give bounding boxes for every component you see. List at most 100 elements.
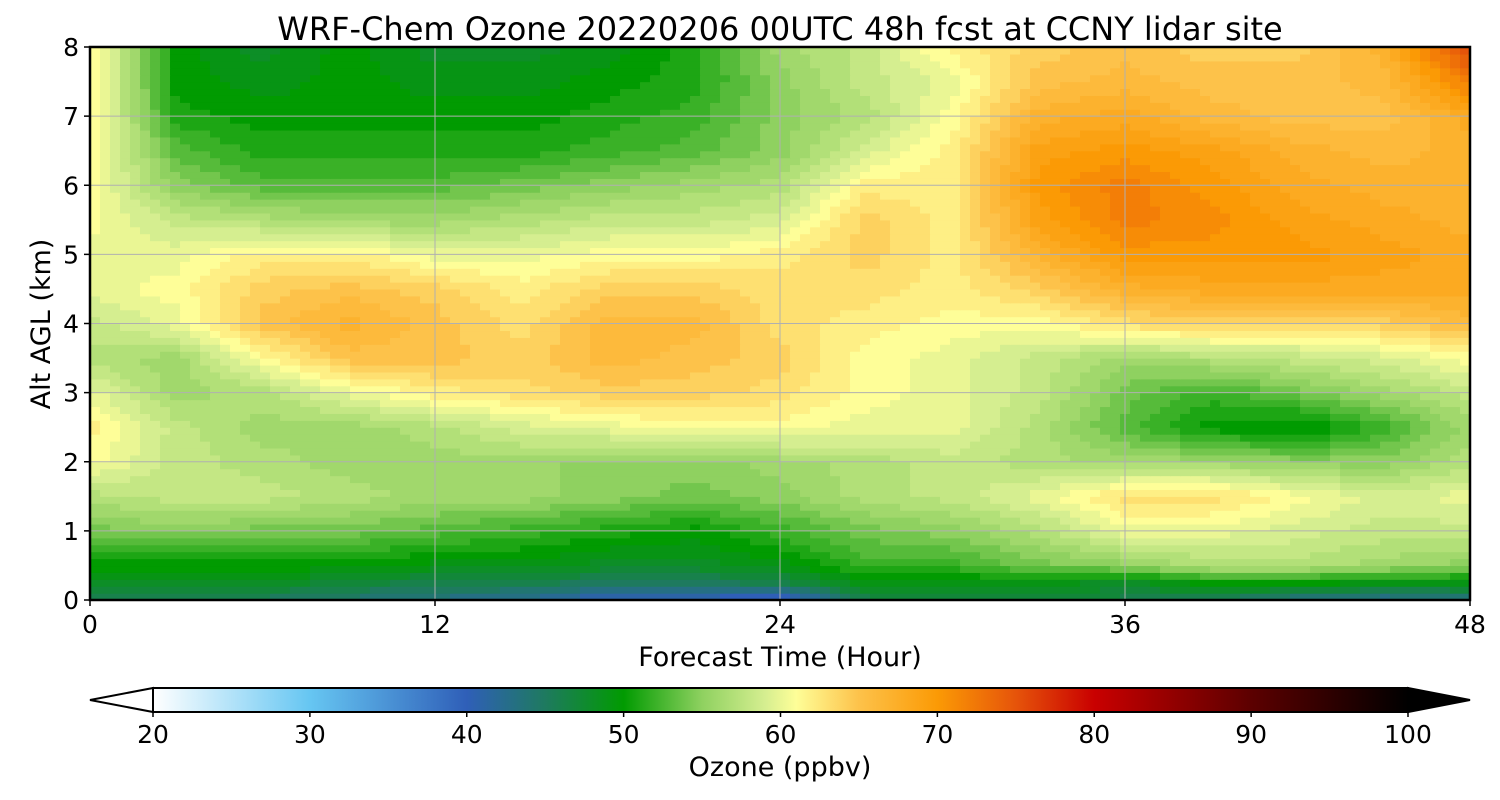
heatmap-cell bbox=[740, 468, 751, 477]
heatmap-cell bbox=[550, 434, 561, 442]
heatmap-cell bbox=[1440, 586, 1451, 594]
heatmap-cell bbox=[450, 399, 461, 408]
heatmap-cell bbox=[1080, 441, 1091, 449]
heatmap-cell bbox=[990, 558, 1001, 567]
heatmap-cell bbox=[770, 551, 781, 560]
heatmap-cell bbox=[100, 454, 111, 463]
heatmap-cell bbox=[1040, 475, 1051, 484]
heatmap-cell bbox=[1150, 593, 1161, 600]
heatmap-cell bbox=[1280, 351, 1291, 359]
heatmap-cell bbox=[980, 434, 991, 442]
heatmap-cell bbox=[1380, 406, 1391, 414]
heatmap-cell bbox=[990, 503, 1001, 511]
heatmap-cell bbox=[1380, 586, 1391, 594]
heatmap-cell bbox=[500, 523, 511, 532]
heatmap-cell bbox=[1390, 489, 1401, 497]
heatmap-cell bbox=[1310, 558, 1321, 567]
heatmap-cell bbox=[570, 586, 581, 594]
heatmap-cell bbox=[1310, 593, 1321, 600]
heatmap-cell bbox=[1450, 351, 1461, 359]
heatmap-cell bbox=[1280, 572, 1291, 580]
heatmap-cell bbox=[330, 406, 341, 414]
heatmap-cell bbox=[400, 420, 411, 428]
heatmap-cell bbox=[960, 461, 971, 470]
heatmap-cell bbox=[1150, 579, 1161, 587]
heatmap-cell bbox=[660, 406, 671, 414]
heatmap-cell bbox=[610, 517, 621, 525]
heatmap-cell bbox=[820, 468, 831, 477]
heatmap-cell bbox=[950, 364, 961, 373]
heatmap-cell bbox=[1090, 441, 1101, 449]
heatmap-cell bbox=[510, 441, 521, 449]
heatmap-cell bbox=[1010, 441, 1021, 449]
heatmap-cell bbox=[1040, 496, 1051, 504]
heatmap-cell bbox=[1130, 551, 1141, 560]
heatmap-cell bbox=[210, 351, 221, 359]
heatmap-cell bbox=[650, 371, 661, 380]
heatmap-cell bbox=[750, 523, 761, 532]
heatmap-cell bbox=[1170, 510, 1181, 518]
heatmap-cell bbox=[1410, 461, 1421, 470]
heatmap-cell bbox=[750, 420, 761, 428]
heatmap-cell bbox=[120, 475, 131, 484]
heatmap-cell bbox=[630, 468, 641, 477]
heatmap-cell bbox=[380, 530, 391, 539]
heatmap-cell bbox=[850, 523, 861, 532]
heatmap-cell bbox=[90, 420, 101, 428]
heatmap-cell bbox=[220, 475, 231, 484]
heatmap-cell bbox=[1270, 530, 1281, 539]
heatmap-cell bbox=[1460, 441, 1470, 449]
heatmap-cell bbox=[830, 364, 841, 373]
heatmap-cell bbox=[620, 510, 631, 518]
heatmap-cell bbox=[630, 385, 641, 394]
heatmap-cell bbox=[220, 523, 231, 532]
heatmap-cell bbox=[1100, 517, 1111, 525]
heatmap-cell bbox=[640, 351, 651, 359]
heatmap-cell bbox=[1050, 392, 1061, 401]
heatmap-cell bbox=[1130, 544, 1141, 553]
heatmap-cell bbox=[1380, 579, 1391, 587]
heatmap-cell bbox=[380, 523, 391, 532]
heatmap-cell bbox=[860, 489, 871, 497]
heatmap-cell bbox=[1080, 434, 1091, 442]
heatmap-cell bbox=[200, 544, 211, 553]
heatmap-cell bbox=[1010, 406, 1021, 414]
heatmap-cell bbox=[240, 565, 251, 573]
heatmap-cell bbox=[990, 530, 1001, 539]
heatmap-cell bbox=[130, 572, 141, 580]
heatmap-cell bbox=[1360, 523, 1371, 532]
heatmap-cell bbox=[170, 392, 181, 401]
heatmap-cell bbox=[1260, 427, 1271, 435]
heatmap-cell bbox=[650, 420, 661, 428]
heatmap-cell bbox=[890, 461, 901, 470]
heatmap-cell bbox=[800, 496, 811, 504]
heatmap-cell bbox=[1160, 482, 1171, 490]
heatmap-cell bbox=[260, 441, 271, 449]
heatmap-cell bbox=[1220, 385, 1231, 394]
heatmap-cell bbox=[450, 565, 461, 573]
heatmap-cell bbox=[1050, 593, 1061, 600]
heatmap-cell bbox=[250, 413, 261, 421]
heatmap-cell bbox=[110, 406, 121, 414]
heatmap-cell bbox=[1300, 510, 1311, 518]
heatmap-cell bbox=[1340, 454, 1351, 463]
heatmap-cell bbox=[1050, 537, 1061, 546]
heatmap-cell bbox=[1350, 572, 1361, 580]
heatmap-cell bbox=[1250, 454, 1261, 463]
heatmap-cell bbox=[830, 551, 841, 560]
heatmap-cell bbox=[980, 358, 991, 366]
heatmap-cell bbox=[1240, 413, 1251, 421]
heatmap-cell bbox=[1290, 503, 1301, 511]
heatmap-cell bbox=[380, 503, 391, 511]
heatmap-cell bbox=[680, 510, 691, 518]
heatmap-cell bbox=[700, 593, 711, 600]
heatmap-cell bbox=[600, 475, 611, 484]
heatmap-cell bbox=[580, 385, 591, 394]
heatmap-cell bbox=[590, 517, 601, 525]
heatmap-cell bbox=[90, 344, 101, 352]
heatmap-cell bbox=[1100, 503, 1111, 511]
heatmap-cell bbox=[850, 593, 861, 600]
heatmap-cell bbox=[140, 441, 151, 449]
heatmap-cell bbox=[260, 565, 271, 573]
heatmap-cell bbox=[1440, 378, 1451, 387]
